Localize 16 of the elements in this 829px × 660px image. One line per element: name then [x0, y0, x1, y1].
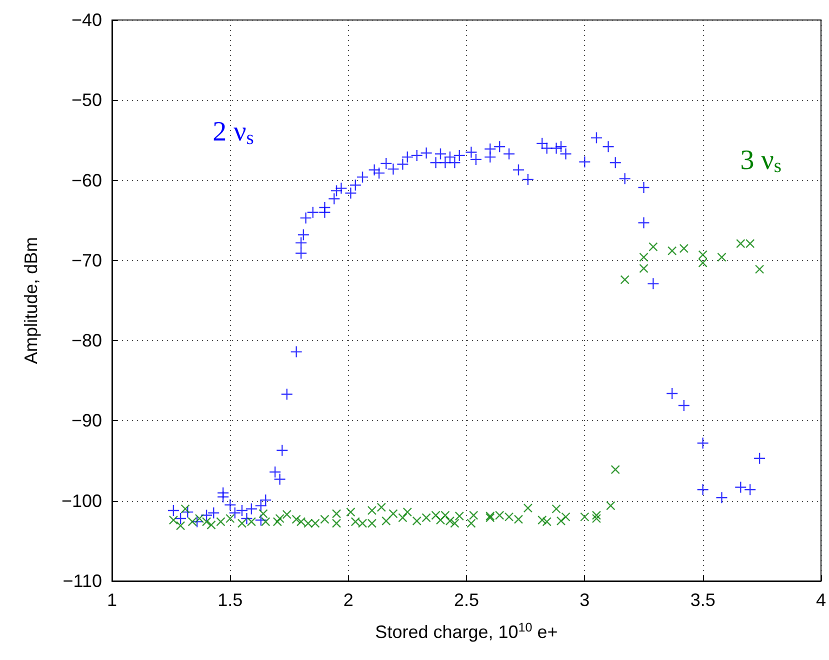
y-tick-label: −80: [71, 330, 102, 351]
x-tick-label: 1: [106, 590, 118, 610]
x-tick-label: 2: [343, 590, 354, 610]
x-tick-label: 1.5: [218, 590, 243, 610]
y-tick-label: −90: [71, 410, 102, 431]
y-axis-title: Amplitude, dBm: [21, 236, 41, 364]
y-tick-label: −100: [61, 490, 102, 511]
y-tick-label: −110: [62, 571, 102, 591]
y-tick-label: −40: [71, 10, 102, 30]
x-tick-label: 3: [580, 590, 590, 610]
x-tick-label: 4: [816, 590, 826, 610]
x-tick-label: 3.5: [690, 590, 716, 610]
y-tick-label: −60: [71, 170, 102, 190]
x-tick-label: 2.5: [454, 590, 480, 610]
y-tick-label: −70: [71, 250, 102, 270]
y-tick-label: −50: [71, 90, 102, 110]
